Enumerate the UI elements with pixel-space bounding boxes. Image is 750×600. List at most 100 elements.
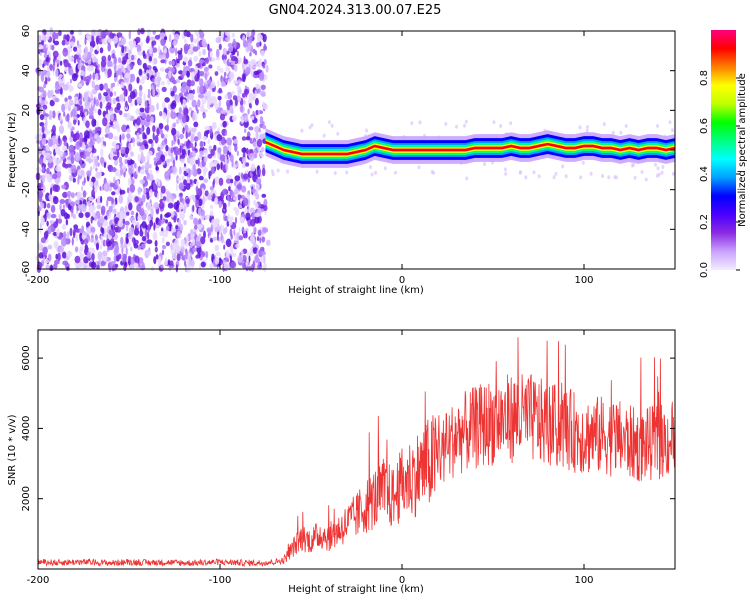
noise-cell (203, 66, 209, 72)
noise-cell (55, 81, 59, 90)
noise-cell (179, 195, 183, 203)
noise-cell (86, 227, 90, 234)
noise-cell (182, 69, 187, 76)
noise-cell (161, 249, 165, 256)
noise-cell (41, 125, 45, 134)
noise-cell (52, 173, 58, 180)
noise-cell (72, 231, 76, 239)
noise-cell (47, 89, 51, 98)
noise-cell (196, 199, 199, 205)
noise-cell (74, 255, 81, 264)
noise-cell (215, 37, 222, 44)
noise-cell (81, 203, 87, 213)
noise-cell (203, 230, 206, 239)
noise-cell (158, 54, 164, 60)
noise-cell (262, 264, 267, 272)
noise-cell (115, 144, 120, 149)
noise-cell (66, 190, 72, 197)
noise-cell (140, 145, 146, 150)
noise-cell (82, 190, 87, 198)
noise-cell (190, 80, 195, 87)
noise-cell (144, 161, 150, 171)
noise-cell (193, 195, 196, 203)
noise-cell (216, 163, 221, 171)
noise-cell (192, 38, 198, 44)
noise-cell (256, 236, 260, 242)
noise-cell (552, 175, 556, 180)
noise-cell (111, 191, 116, 196)
noise-cell (236, 150, 239, 157)
noise-cell (203, 61, 206, 67)
noise-cell (120, 168, 123, 176)
noise-cell (162, 229, 169, 238)
noise-cell (196, 109, 199, 114)
noise-cell (231, 55, 238, 62)
noise-cell (336, 131, 340, 136)
noise-cell (43, 83, 47, 89)
noise-cell (136, 221, 140, 229)
noise-cell (226, 103, 231, 111)
noise-cell (68, 193, 71, 199)
noise-cell (207, 96, 213, 105)
noise-cell (242, 197, 249, 207)
noise-cell (227, 42, 233, 48)
noise-cell (180, 96, 183, 105)
noise-cell (150, 208, 154, 218)
noise-cell (661, 165, 665, 169)
noise-cell (224, 155, 227, 164)
noise-cell (208, 85, 213, 90)
noise-cell (160, 59, 166, 64)
noise-cell (172, 85, 177, 93)
noise-cell (59, 115, 63, 122)
noise-cell (40, 217, 45, 226)
tone-ridge (265, 128, 675, 168)
noise-cell (48, 193, 53, 201)
noise-cell (191, 166, 194, 176)
noise-cell (219, 67, 224, 73)
noise-cell (50, 187, 53, 196)
noise-cell (127, 158, 133, 166)
noise-cell (182, 166, 188, 172)
noise-cell (248, 103, 252, 108)
snr-y-label: SNR (10 * v/v) (7, 414, 18, 485)
noise-cell (70, 212, 75, 218)
noise-cell (137, 51, 144, 56)
noise-cell (207, 193, 212, 201)
noise-cell (161, 86, 167, 92)
noise-cell (114, 159, 119, 166)
noise-cell (136, 132, 140, 140)
noise-cell (430, 170, 434, 174)
noise-cell (247, 108, 250, 115)
noise-cell (194, 141, 197, 148)
noise-cell (49, 220, 54, 224)
noise-cell (94, 215, 98, 222)
noise-cell (202, 136, 208, 141)
noise-cell (242, 62, 245, 70)
noise-cell (191, 133, 195, 143)
noise-cell (138, 68, 143, 76)
noise-cell (176, 230, 182, 239)
noise-cell (112, 155, 118, 161)
noise-cell (240, 250, 244, 257)
noise-cell (95, 171, 102, 180)
noise-cell (92, 163, 96, 170)
noise-cell (103, 183, 110, 192)
noise-cell (128, 167, 133, 176)
noise-cell (123, 113, 128, 118)
noise-cell (186, 258, 189, 266)
noise-cell (91, 100, 94, 107)
noise-cell (76, 40, 80, 46)
noise-cell (41, 32, 44, 41)
noise-cell (192, 163, 196, 170)
noise-cell (383, 166, 387, 171)
noise-cell (181, 175, 185, 181)
noise-cell (61, 40, 66, 46)
noise-cell (417, 165, 421, 170)
noise-cell (202, 187, 204, 195)
noise-cell (167, 202, 174, 209)
noise-cell (503, 167, 507, 172)
noise-cell (104, 215, 108, 221)
colorbar-gradient (711, 30, 736, 270)
noise-cell (128, 241, 131, 247)
